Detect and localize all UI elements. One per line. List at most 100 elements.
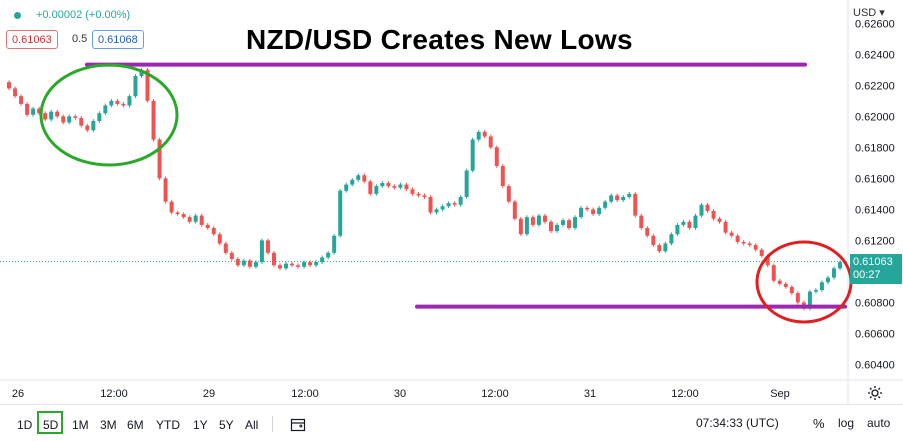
candle-body	[175, 212, 180, 215]
candle-body	[67, 116, 72, 123]
timeframe-5d[interactable]: 5D	[43, 418, 59, 432]
log-scale-toggle[interactable]: log	[838, 416, 855, 430]
bottom-toolbar	[0, 404, 903, 441]
candle-body	[494, 147, 499, 166]
candle-body	[97, 113, 102, 121]
candle-body	[561, 220, 566, 225]
candle-body	[43, 113, 48, 120]
currency-label[interactable]: USD ▾	[853, 7, 885, 19]
candle-body	[777, 280, 782, 284]
candle-body	[259, 240, 264, 263]
series-candles	[7, 67, 842, 311]
candle-body	[603, 201, 608, 208]
candle-body	[169, 201, 174, 213]
candle-body	[344, 184, 349, 191]
selected-timeframe-highlight	[37, 411, 63, 434]
candle-body	[386, 183, 391, 187]
candle-body	[567, 220, 572, 228]
candle-body	[79, 117, 84, 126]
candle-body	[464, 170, 469, 197]
x-tick-label: 30	[394, 388, 406, 400]
candle-body	[31, 108, 36, 115]
candle-body	[771, 265, 776, 281]
candle-body	[362, 175, 367, 182]
candle-body	[458, 196, 463, 205]
candle-body	[783, 283, 788, 287]
candle-body	[247, 260, 252, 267]
candle-body	[205, 224, 210, 228]
candle-body	[145, 69, 150, 101]
candle-body	[271, 252, 276, 266]
candle-body	[789, 286, 794, 294]
candle-body	[121, 103, 126, 106]
y-tick-label: 0.62400	[855, 49, 895, 61]
y-tick-label: 0.62200	[855, 80, 895, 92]
sell-price-button[interactable]: 0.61063	[6, 30, 58, 49]
candle-body	[807, 291, 812, 309]
candle-body	[482, 131, 487, 137]
timeframe-3m[interactable]: 3M	[100, 418, 117, 432]
candle-body	[452, 203, 457, 205]
y-tick-label: 0.62600	[855, 18, 895, 30]
candle-body	[25, 103, 30, 115]
candle-body	[735, 235, 740, 242]
timeframe-5y[interactable]: 5Y	[219, 418, 234, 432]
candle-body	[506, 186, 511, 202]
x-tick-label: 31	[584, 388, 596, 400]
percent-scale-toggle[interactable]: %	[813, 416, 825, 431]
candle-body	[157, 139, 162, 179]
candle-body	[151, 100, 156, 140]
y-tick-label: 0.61600	[855, 173, 895, 185]
timeframe-1m[interactable]: 1M	[72, 418, 89, 432]
x-tick-label: 29	[203, 388, 215, 400]
candle-body	[524, 217, 529, 235]
candle-body	[7, 82, 12, 89]
candle-body	[308, 262, 313, 266]
chart-title: NZD/USD Creates New Lows	[246, 24, 633, 55]
candle-body	[49, 111, 54, 120]
market-status-dot	[14, 12, 21, 19]
x-tick-label: 12:00	[481, 388, 509, 400]
candle-body	[825, 277, 830, 283]
y-tick-label: 0.62000	[855, 111, 895, 123]
candle-body	[663, 243, 668, 252]
candle-body	[61, 116, 66, 123]
auto-scale-toggle[interactable]: auto	[867, 416, 891, 430]
timeframe-6m[interactable]: 6M	[127, 418, 144, 432]
candle-body	[753, 245, 758, 250]
x-tick-label: 26	[12, 388, 24, 400]
axes: 0.62600 0.62400 0.62200 0.62000 0.61800 0.616…	[0, 0, 903, 404]
candle-body	[241, 260, 246, 266]
price-chart[interactable]: 0.62600 0.62400 0.62200 0.62000 0.61800 0.616…	[0, 0, 903, 404]
candle-body	[211, 228, 216, 235]
candle-body	[747, 243, 752, 246]
timeframe-1d[interactable]: 1D	[17, 418, 33, 432]
candle-body	[284, 263, 289, 269]
calendar-range-icon[interactable]	[290, 417, 306, 433]
candle-body	[332, 235, 337, 253]
settings-icon[interactable]	[866, 384, 884, 402]
candle-body	[229, 252, 234, 260]
candle-body	[711, 210, 716, 219]
candle-body	[37, 108, 42, 114]
utc-clock[interactable]: 07:34:33 (UTC)	[696, 416, 779, 430]
candle-body	[795, 293, 800, 303]
candle-body	[645, 228, 650, 236]
candle-body	[813, 290, 818, 292]
toolbar-divider	[272, 416, 273, 432]
timeframe-ytd[interactable]: YTD	[156, 418, 180, 432]
candle-body	[13, 88, 18, 97]
candle-body	[542, 215, 547, 222]
candle-body	[103, 105, 108, 114]
candle-body	[374, 186, 379, 194]
candle-body	[109, 100, 114, 106]
highlight-circle-green[interactable]	[39, 63, 179, 167]
candle-body	[91, 120, 96, 131]
buy-price-button[interactable]: 0.61068	[92, 30, 144, 49]
timeframe-1y[interactable]: 1Y	[193, 418, 208, 432]
candle-body	[838, 262, 842, 269]
timeframe-all[interactable]: All	[245, 418, 259, 432]
candle-body	[440, 206, 445, 210]
y-tick-label: 0.60800	[855, 297, 895, 309]
candle-body	[265, 240, 270, 253]
